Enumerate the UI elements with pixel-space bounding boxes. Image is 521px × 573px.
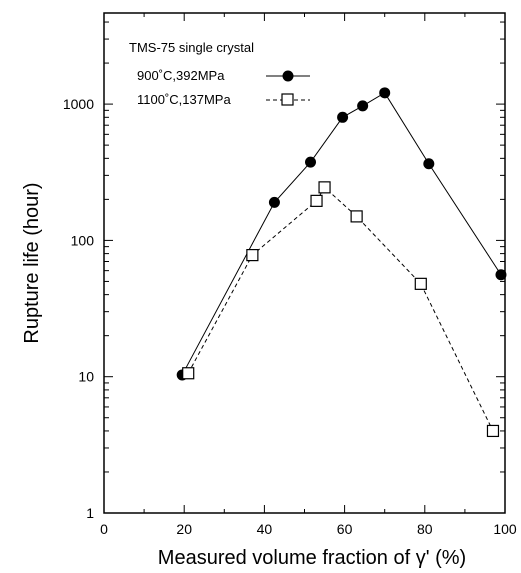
axis-ticks bbox=[103, 13, 506, 514]
legend: TMS-75 single crystal 900˚C,392MPa 1100˚… bbox=[129, 40, 310, 107]
legend-label-series-2: 1100˚C,137MPa bbox=[137, 92, 231, 107]
data-point-series-2 bbox=[486, 424, 500, 438]
legend-marker-series-2 bbox=[281, 93, 294, 106]
data-point-series-2 bbox=[350, 210, 363, 223]
y-tick-labels: 1 10 100 1000 bbox=[63, 96, 94, 521]
data-point-series-1 bbox=[423, 158, 435, 170]
data-point-series-2 bbox=[318, 181, 331, 194]
data-point-series-1 bbox=[268, 196, 280, 208]
series-markers bbox=[176, 87, 507, 438]
data-point-series-1 bbox=[357, 100, 369, 112]
x-tick-label: 20 bbox=[176, 521, 192, 537]
data-point-series-1 bbox=[379, 87, 391, 99]
data-point-series-1 bbox=[305, 156, 317, 168]
data-point-series-2 bbox=[310, 194, 323, 207]
y-tick-label: 10 bbox=[78, 369, 94, 385]
x-tick-labels: 0 20 40 60 80 100 bbox=[100, 521, 517, 537]
y-tick-label: 100 bbox=[71, 232, 95, 248]
x-tick-label: 60 bbox=[337, 521, 353, 537]
series-line-1 bbox=[181, 92, 502, 376]
x-tick-label: 0 bbox=[100, 521, 108, 537]
y-axis-title: Rupture life (hour) bbox=[21, 182, 43, 343]
data-point-series-2 bbox=[414, 277, 427, 290]
legend-label-series-1: 900˚C,392MPa bbox=[137, 68, 225, 83]
x-tick-label: 80 bbox=[417, 521, 433, 537]
data-point-series-2 bbox=[182, 367, 195, 380]
legend-title: TMS-75 single crystal bbox=[129, 40, 254, 55]
legend-marker-series-1 bbox=[282, 70, 294, 82]
y-tick-label: 1 bbox=[86, 505, 94, 521]
series-line-2 bbox=[187, 186, 494, 432]
data-point-series-2 bbox=[246, 249, 259, 262]
data-point-series-1 bbox=[495, 269, 507, 281]
data-point-series-1 bbox=[337, 111, 349, 123]
x-tick-label: 100 bbox=[493, 521, 517, 537]
x-tick-label: 40 bbox=[257, 521, 273, 537]
x-axis-title: Measured volume fraction of γ' (%) bbox=[158, 547, 466, 569]
series-lines bbox=[181, 92, 502, 432]
y-tick-label: 1000 bbox=[63, 96, 94, 112]
plot-frame bbox=[103, 12, 506, 514]
